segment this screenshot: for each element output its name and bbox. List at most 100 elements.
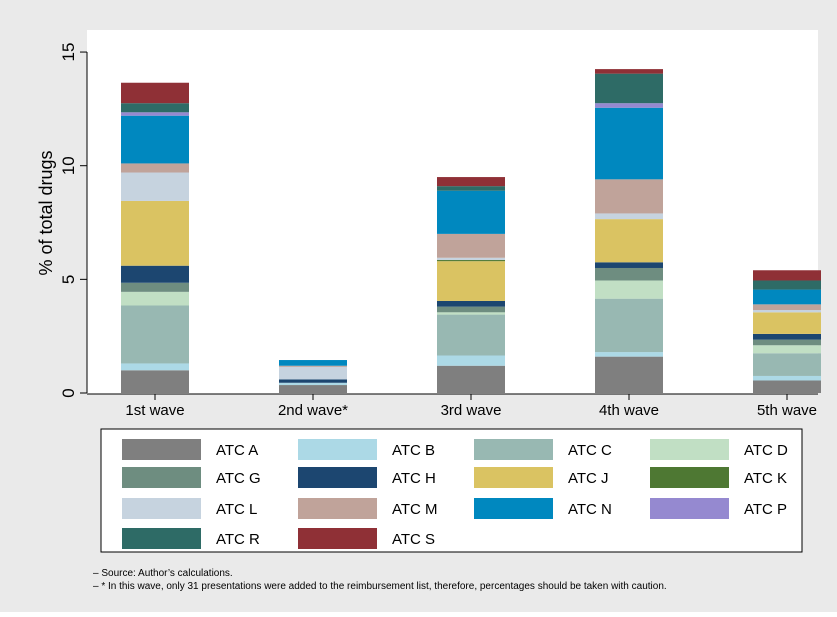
bar-segment — [279, 366, 347, 380]
bar-segment — [121, 363, 189, 371]
legend-swatch — [474, 498, 553, 519]
bars — [121, 69, 821, 393]
bar-segment — [595, 69, 663, 74]
bar-segment — [437, 257, 505, 261]
bar-segment — [279, 360, 347, 366]
bar-segment — [595, 179, 663, 214]
x-tick-label: 1st wave — [125, 402, 184, 419]
y-tick-label: 0 — [59, 388, 78, 397]
legend-swatch — [122, 439, 201, 460]
legend-label: ATC A — [216, 442, 258, 459]
x-tick-label: 4th wave — [599, 402, 659, 419]
x-axis: 1st wave 2nd wave* 3rd wave 4th wave 5th wav… — [87, 393, 818, 419]
y-tick-label: 5 — [59, 275, 78, 284]
legend-label: ATC C — [568, 442, 612, 459]
bar-segment — [753, 375, 821, 381]
bar-segment — [437, 190, 505, 234]
bar-segment — [753, 339, 821, 346]
legend-swatch — [122, 528, 201, 549]
bar-segment — [121, 115, 189, 164]
bar-segment — [279, 379, 347, 383]
bar-segment — [121, 112, 189, 116]
bar-segment — [437, 312, 505, 315]
legend-label: ATC D — [744, 442, 788, 459]
bar-segment — [595, 298, 663, 353]
x-tick-label: 2nd wave* — [278, 402, 348, 419]
bar-segment — [753, 353, 821, 376]
bar-segment — [437, 261, 505, 301]
bar-segment — [121, 282, 189, 292]
legend: ATC A ATC B ATC C ATC D ATC G ATC H ATC J ATC K… — [100, 428, 803, 553]
bar-segment — [753, 280, 821, 290]
bar-segment — [437, 300, 505, 307]
x-tick-label: 3rd wave — [441, 402, 502, 419]
bar-segment — [437, 365, 505, 393]
bar-segment — [595, 356, 663, 393]
bar-segment — [595, 103, 663, 108]
legend-swatch — [650, 439, 729, 460]
bar-segment — [279, 385, 347, 393]
bar-segment — [595, 107, 663, 180]
legend-label: ATC J — [568, 470, 609, 487]
bar-segment — [279, 365, 347, 367]
legend-swatch — [122, 467, 201, 488]
bar-segment — [595, 280, 663, 299]
bar-segment — [121, 200, 189, 266]
legend-label: ATC M — [392, 501, 438, 518]
bar-segment — [121, 370, 189, 393]
bar-segment — [753, 345, 821, 354]
bar-segment — [753, 310, 821, 313]
bar-segment — [121, 265, 189, 283]
legend-swatch — [474, 439, 553, 460]
bar-segment — [121, 172, 189, 201]
bar-segment — [595, 352, 663, 357]
caution-note: – * In this wave, only 31 presentations … — [93, 581, 667, 592]
x-tick-label: 5th wave — [757, 402, 817, 419]
y-axis: 0 5 10 15 — [59, 43, 88, 398]
legend-swatch — [650, 498, 729, 519]
legend-label: ATC N — [568, 501, 612, 518]
bar-segment — [437, 260, 505, 262]
bar-segment — [437, 355, 505, 366]
legend-swatch — [298, 439, 377, 460]
y-tick-label: 10 — [59, 156, 78, 175]
bar-segment — [121, 291, 189, 306]
bar-segment — [595, 262, 663, 268]
legend-label: ATC B — [392, 442, 435, 459]
legend-label: ATC R — [216, 531, 260, 548]
bar-segment — [595, 267, 663, 281]
legend-label: ATC K — [744, 470, 787, 487]
bar-segment — [753, 289, 821, 305]
y-tick-label: 15 — [59, 43, 78, 62]
bar-segment — [121, 305, 189, 364]
bar-segment — [753, 380, 821, 393]
legend-swatch — [122, 498, 201, 519]
bar-segment — [437, 306, 505, 313]
bar-segment — [753, 312, 821, 334]
legend-label: ATC L — [216, 501, 257, 518]
bar-segment — [595, 213, 663, 220]
legend-swatch — [298, 528, 377, 549]
legend-label: ATC H — [392, 470, 436, 487]
bar-segment — [753, 304, 821, 311]
bar-segment — [121, 163, 189, 173]
legend-label: ATC G — [216, 470, 261, 487]
bar-segment — [753, 333, 821, 340]
bar-segment — [437, 186, 505, 191]
source-note: – Source: Author’s calculations. — [93, 568, 233, 579]
bar-segment — [595, 73, 663, 104]
y-axis-title: % of total drugs — [36, 150, 56, 275]
bar-segment — [595, 219, 663, 263]
bar-segment — [437, 233, 505, 258]
bar-segment — [437, 314, 505, 356]
legend-swatch — [298, 498, 377, 519]
bar-segment — [279, 382, 347, 386]
bar-segment — [753, 270, 821, 281]
legend-swatch — [474, 467, 553, 488]
bar-segment — [121, 103, 189, 113]
bar-segment — [121, 82, 189, 104]
legend-swatch — [650, 467, 729, 488]
bar-segment — [437, 177, 505, 187]
